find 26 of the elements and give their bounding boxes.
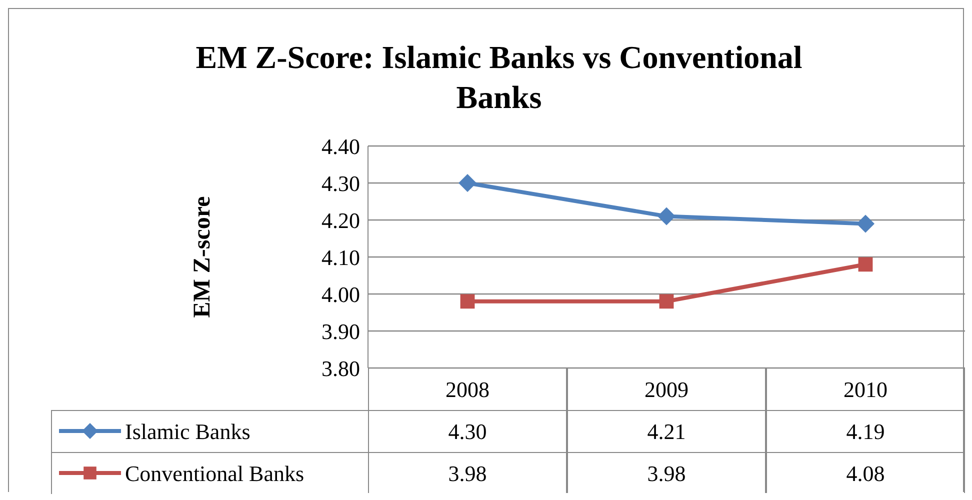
point — [460, 294, 475, 309]
data-label: 4.30 — [448, 419, 487, 444]
data-label: 4.19 — [846, 419, 885, 444]
y-tick-label: 3.90 — [322, 318, 360, 344]
point — [659, 294, 674, 309]
point — [458, 174, 476, 192]
y-tick-label: 4.20 — [322, 208, 360, 233]
x-tick-label: 2008 — [446, 377, 490, 402]
data-label: 4.08 — [846, 461, 885, 486]
y-tick-label: 4.10 — [322, 244, 360, 270]
data-label: 3.98 — [647, 461, 686, 486]
y-tick-label: 4.00 — [322, 282, 360, 307]
point — [858, 257, 873, 272]
y-tick-label: 4.40 — [322, 134, 360, 159]
point — [856, 214, 874, 233]
legend-label: Conventional Banks — [125, 461, 304, 486]
point — [658, 207, 676, 226]
data-label: 4.21 — [647, 419, 686, 444]
y-tick-label: 4.30 — [322, 170, 360, 196]
legend-label: Islamic Banks — [125, 419, 250, 444]
x-tick-label: 2009 — [644, 377, 688, 402]
y-axis-title: EM Z-score — [190, 196, 216, 318]
chart-title: EM Z-Score: Islamic Banks vs Conventional Banks — [194, 38, 804, 117]
x-tick-label: 2010 — [844, 377, 888, 402]
data-label: 3.98 — [448, 461, 487, 486]
y-tick-label: 3.80 — [322, 356, 360, 381]
